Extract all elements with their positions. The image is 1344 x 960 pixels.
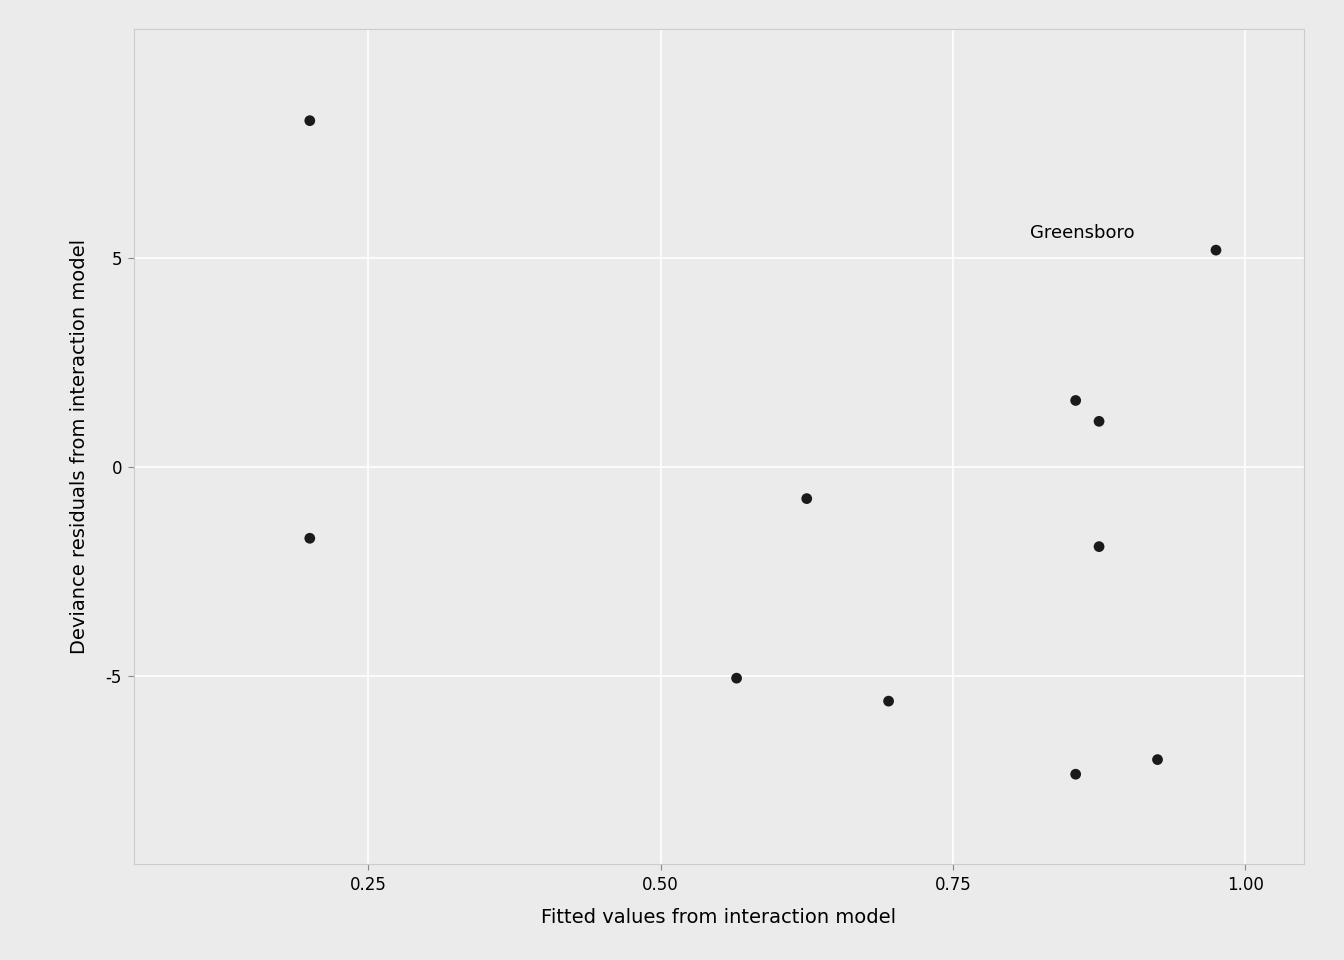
Point	[1089, 414, 1110, 429]
Point	[1064, 766, 1086, 781]
Y-axis label: Deviance residuals from interaction model: Deviance residuals from interaction mode…	[70, 239, 89, 654]
Point	[796, 491, 817, 506]
Point	[1089, 539, 1110, 554]
Point	[1206, 243, 1227, 258]
Point	[298, 531, 321, 546]
Point	[878, 693, 899, 708]
Point	[298, 113, 321, 129]
Point	[726, 670, 747, 685]
Text: Greensboro: Greensboro	[1030, 224, 1134, 242]
X-axis label: Fitted values from interaction model: Fitted values from interaction model	[542, 908, 896, 927]
Point	[1146, 752, 1168, 767]
Point	[1064, 393, 1086, 408]
